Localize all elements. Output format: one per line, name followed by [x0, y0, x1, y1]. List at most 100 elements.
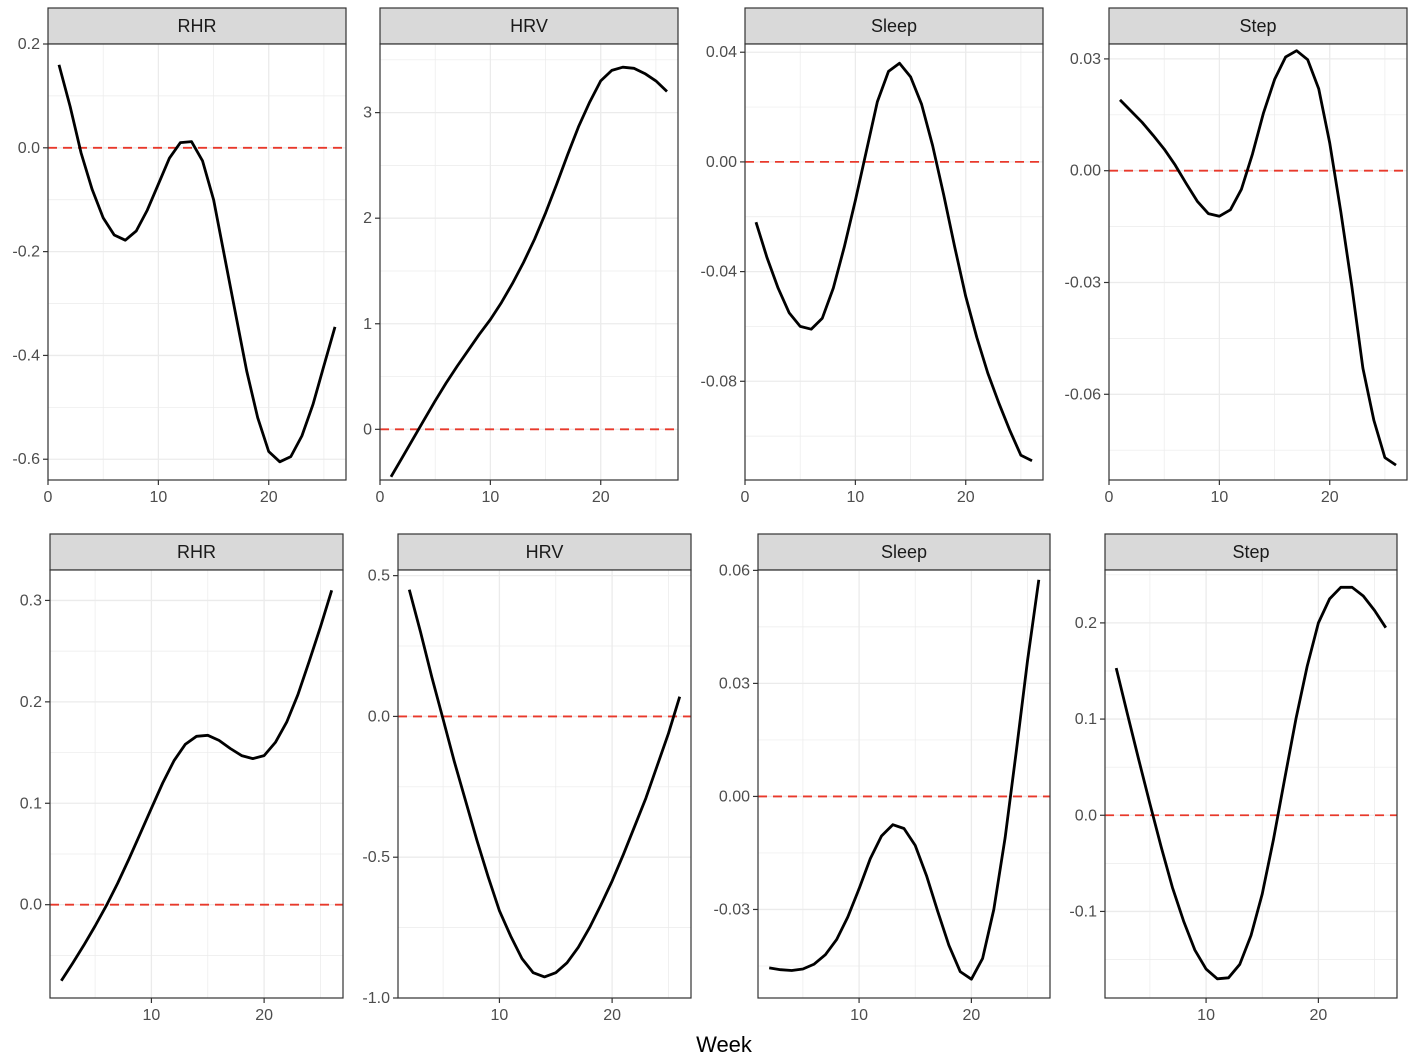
y-tick-label: 0.00 — [706, 154, 737, 171]
x-tick-label: 10 — [149, 489, 167, 506]
x-tick-label: 10 — [846, 489, 864, 506]
x-tick-label: 10 — [1197, 1007, 1215, 1024]
facet-panel-sleep-row2: Sleep 10 20 0.06 0.03 0.00 -0.03 — [714, 533, 1051, 1024]
y-tick-label: 0.06 — [719, 562, 750, 579]
panel-border — [397, 569, 692, 999]
y-tick-label: -0.5 — [362, 849, 390, 866]
x-tick-label: 20 — [962, 1007, 980, 1024]
y-tick-label: -0.6 — [12, 451, 40, 468]
y-tick-label: 0 — [363, 421, 372, 438]
x-tick-label: 10 — [850, 1007, 868, 1024]
y-tick-label: 0.03 — [719, 675, 750, 692]
facet-strip — [1108, 7, 1408, 45]
y-tick-label: 0.2 — [1075, 615, 1097, 632]
panel-border — [757, 569, 1051, 999]
series-line — [57, 64, 337, 464]
x-tick-label: 0 — [741, 489, 750, 506]
facet-strip — [1104, 533, 1398, 571]
y-tick-label: 3 — [363, 105, 372, 122]
facet-strip-label: RHR — [177, 542, 216, 562]
y-tick-label: 2 — [363, 210, 372, 227]
y-tick-label: -0.1 — [1069, 903, 1097, 920]
panel-background — [745, 44, 1043, 480]
x-tick-label: 20 — [255, 1007, 273, 1024]
y-tick-label: -0.04 — [701, 264, 738, 281]
facet-strip-label: Sleep — [881, 542, 927, 562]
x-tick-label: 10 — [1210, 489, 1228, 506]
x-tick-label: 10 — [491, 1007, 509, 1024]
facet-strip-label: RHR — [178, 16, 217, 36]
facet-strip — [757, 533, 1051, 571]
x-tick-label: 0 — [44, 489, 53, 506]
panel-border — [1108, 43, 1408, 481]
y-tick-label: 0.0 — [1075, 807, 1097, 824]
y-tick-label: 0.1 — [20, 795, 42, 812]
facet-strip — [744, 7, 1044, 45]
facet-strip — [397, 533, 692, 571]
series-line — [60, 589, 334, 982]
panel-border — [49, 569, 344, 999]
facet-strip — [49, 533, 344, 571]
panel-border — [744, 43, 1044, 481]
panel-background — [1109, 44, 1407, 480]
facet-strip-label: HRV — [510, 16, 548, 36]
series-line — [768, 579, 1041, 981]
y-tick-label: 0.0 — [368, 708, 390, 725]
panel-background — [48, 44, 346, 480]
y-tick-label: 0.5 — [368, 568, 390, 585]
panel-border — [47, 43, 347, 481]
x-tick-label: 10 — [143, 1007, 161, 1024]
series-line — [407, 589, 682, 979]
y-tick-label: 0.2 — [18, 36, 40, 53]
panel-background — [398, 570, 691, 998]
panel-background — [1105, 570, 1397, 998]
series-line — [1114, 585, 1387, 981]
panel-border — [379, 43, 679, 481]
y-tick-label: -0.03 — [1065, 274, 1102, 291]
facet-panel-step-row1: Step 0 10 20 0.03 0.00 -0.03 -0.06 — [1065, 7, 1408, 506]
x-tick-label: 20 — [260, 489, 278, 506]
y-tick-label: 0.3 — [20, 592, 42, 609]
x-tick-label: 20 — [957, 489, 975, 506]
y-tick-label: -1.0 — [362, 990, 390, 1007]
series-line — [1119, 49, 1397, 467]
facet-panel-rhr-row1: RHR 0 10 20 0.2 0.0 -0.2 -0.4 -0.6 — [12, 7, 347, 506]
facet-strip-label: Sleep — [871, 16, 917, 36]
facet-panel-step-row2: Step 10 20 0.2 0.1 0.0 -0.1 — [1069, 533, 1398, 1024]
y-tick-label: 0.2 — [20, 694, 42, 711]
facet-strip-label: Step — [1232, 542, 1269, 562]
y-tick-label: -0.2 — [12, 244, 40, 261]
x-tick-label: 20 — [1321, 489, 1339, 506]
y-tick-label: -0.06 — [1065, 386, 1102, 403]
y-tick-label: 0.0 — [20, 897, 42, 914]
x-tick-label: 20 — [1309, 1007, 1327, 1024]
facet-panel-hrv-row2: HRV 10 20 0.5 0.0 -0.5 -1.0 — [362, 533, 692, 1024]
x-axis-title: Week — [696, 1032, 753, 1057]
y-tick-label: 1 — [363, 316, 372, 333]
panel-background — [380, 44, 678, 480]
x-tick-label: 0 — [1105, 489, 1114, 506]
panel-border — [1104, 569, 1398, 999]
x-tick-label: 20 — [603, 1007, 621, 1024]
y-tick-label: -0.03 — [714, 901, 751, 918]
y-tick-label: 0.00 — [719, 788, 750, 805]
series-line — [389, 65, 668, 478]
x-tick-label: 0 — [376, 489, 385, 506]
y-tick-label: 0.00 — [1070, 163, 1101, 180]
x-tick-label: 20 — [592, 489, 610, 506]
facet-strip-label: Step — [1239, 16, 1276, 36]
facet-strip — [47, 7, 347, 45]
y-tick-label: 0.0 — [18, 140, 40, 157]
series-line — [754, 61, 1033, 463]
y-tick-label: -0.4 — [12, 347, 40, 364]
facet-panel-sleep-row1: Sleep 0 10 20 0.04 0.00 -0.04 -0.08 — [701, 7, 1044, 506]
panel-background — [758, 570, 1050, 998]
facet-strip-label: HRV — [526, 542, 564, 562]
y-tick-label: 0.1 — [1075, 711, 1097, 728]
y-tick-label: 0.04 — [706, 44, 737, 61]
y-tick-label: -0.08 — [701, 373, 738, 390]
facet-panel-rhr-row2: RHR 10 20 0.3 0.2 0.1 0.0 — [20, 533, 344, 1024]
y-tick-label: 0.03 — [1070, 51, 1101, 68]
